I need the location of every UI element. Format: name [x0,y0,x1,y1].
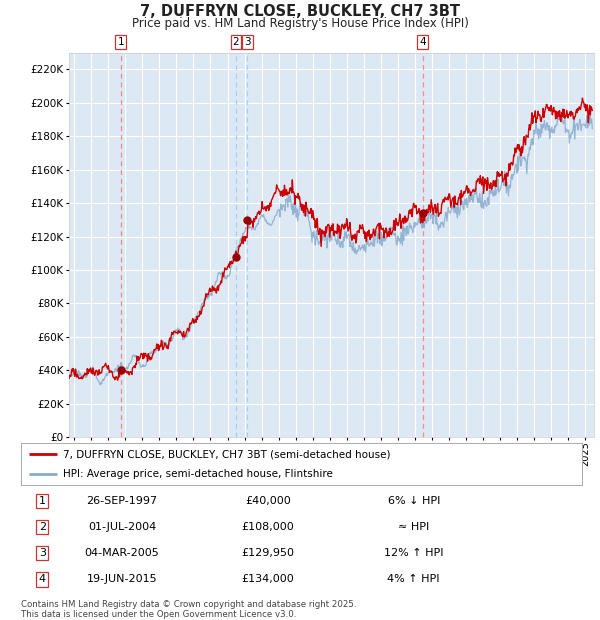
Text: 01-JUL-2004: 01-JUL-2004 [88,522,156,532]
Text: 3: 3 [244,37,251,47]
Text: 12% ↑ HPI: 12% ↑ HPI [384,548,443,558]
Text: Contains HM Land Registry data © Crown copyright and database right 2025.
This d: Contains HM Land Registry data © Crown c… [21,600,356,619]
Text: 4: 4 [39,574,46,584]
Text: 2: 2 [233,37,239,47]
Text: £40,000: £40,000 [245,496,291,506]
Text: 1: 1 [118,37,124,47]
Text: ≈ HPI: ≈ HPI [398,522,430,532]
Text: £108,000: £108,000 [241,522,294,532]
Text: £129,950: £129,950 [241,548,295,558]
Text: 3: 3 [39,548,46,558]
Text: 26-SEP-1997: 26-SEP-1997 [86,496,158,506]
Text: 6% ↓ HPI: 6% ↓ HPI [388,496,440,506]
Text: HPI: Average price, semi-detached house, Flintshire: HPI: Average price, semi-detached house,… [63,469,333,479]
Text: 2: 2 [39,522,46,532]
Text: 4% ↑ HPI: 4% ↑ HPI [388,574,440,584]
Text: 04-MAR-2005: 04-MAR-2005 [85,548,160,558]
Text: 19-JUN-2015: 19-JUN-2015 [86,574,157,584]
Text: £134,000: £134,000 [241,574,294,584]
Text: Price paid vs. HM Land Registry's House Price Index (HPI): Price paid vs. HM Land Registry's House … [131,17,469,30]
Text: 4: 4 [419,37,426,47]
Text: 7, DUFFRYN CLOSE, BUCKLEY, CH7 3BT: 7, DUFFRYN CLOSE, BUCKLEY, CH7 3BT [140,4,460,19]
Text: 7, DUFFRYN CLOSE, BUCKLEY, CH7 3BT (semi-detached house): 7, DUFFRYN CLOSE, BUCKLEY, CH7 3BT (semi… [63,449,391,459]
Text: 1: 1 [39,496,46,506]
